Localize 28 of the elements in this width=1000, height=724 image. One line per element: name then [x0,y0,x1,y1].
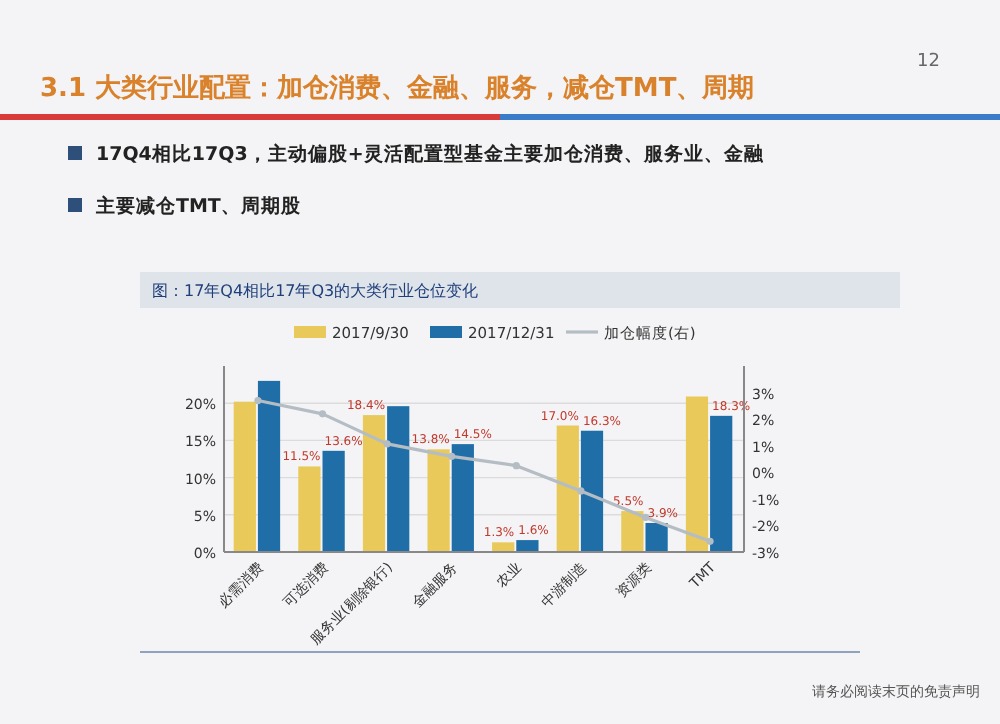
point [577,487,585,495]
chart-title: 图：17年Q4相比17年Q3的大类行业仓位变化 [152,282,479,300]
bar [645,522,668,552]
bar [451,444,474,552]
bar [427,449,450,552]
point [448,452,456,460]
bar [387,406,410,552]
bar [492,542,515,552]
bar [556,425,579,552]
bar [621,511,644,552]
point [254,396,262,405]
bar [516,540,539,552]
text: 主要减仓TMT、周期股 [94,194,303,218]
text: 12 [917,52,940,72]
text: 3.1 大类行业配置：加仓消费、金融、服务，减仓TMT、周期 [40,74,755,104]
point [318,410,327,418]
bar [685,396,709,552]
bar [710,415,733,552]
bar [298,466,321,552]
text: 17Q4相比17Q3，主动偏股+灵活配置型基金主要加仓消费、服务业、金融 [96,142,766,166]
bar [580,430,604,552]
bar [322,450,345,552]
point [512,462,520,470]
bar [257,380,281,552]
bar [233,401,256,552]
point [383,440,391,448]
point [706,537,714,545]
bar [362,415,386,552]
